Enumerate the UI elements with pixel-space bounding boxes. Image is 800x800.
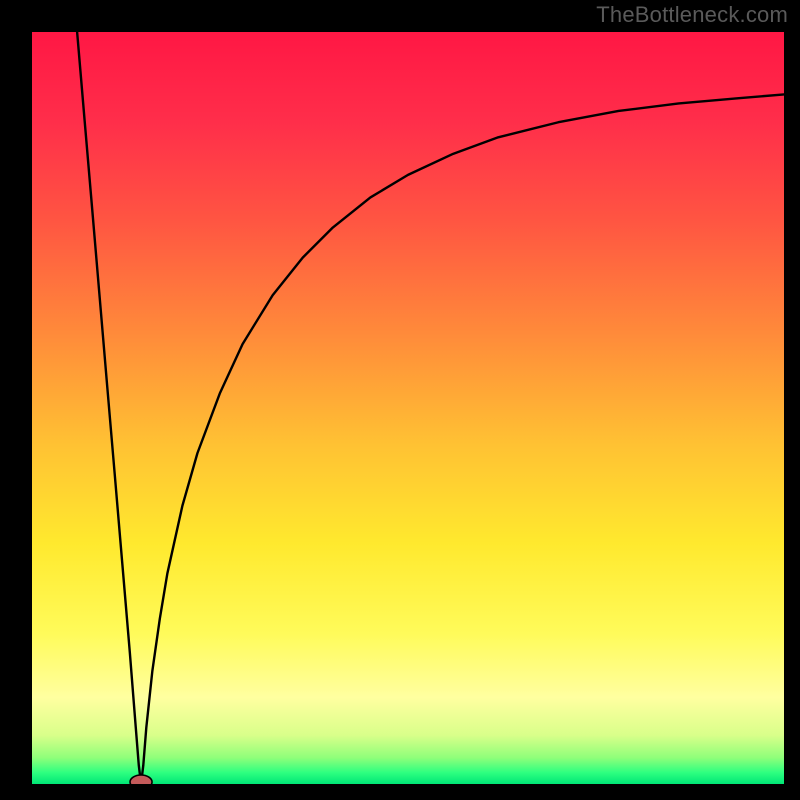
bottleneck-chart (0, 0, 800, 800)
watermark-text: TheBottleneck.com (596, 2, 788, 28)
plot-background-gradient (32, 32, 784, 784)
chart-container: TheBottleneck.com (0, 0, 800, 800)
